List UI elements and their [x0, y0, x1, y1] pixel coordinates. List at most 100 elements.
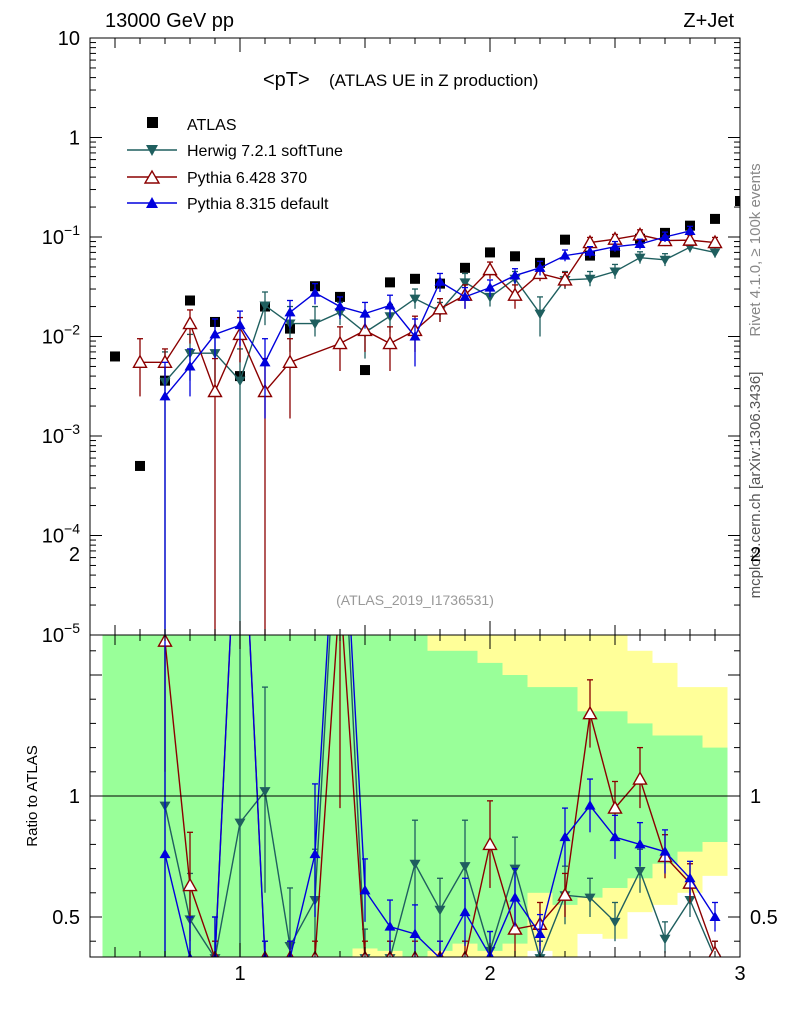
top-point-s3-19: [634, 238, 646, 249]
ratio-point-r0-11: [434, 905, 446, 916]
top-point-s2-7: [332, 335, 348, 350]
top-y-tick-label-5: 10−4: [42, 521, 80, 548]
top-point-s3-2: [209, 328, 221, 339]
ratio-point-r0-3: [234, 818, 246, 829]
ratio-point-r2-6: [309, 848, 321, 859]
ratio-point-r2-17: [584, 800, 596, 810]
top-point-s1-18: [609, 267, 621, 278]
ratio-point-r2-7: [335, 428, 346, 438]
ratio-y-tick-label-right-2: 2: [750, 544, 761, 566]
top-point-s0-25: [735, 196, 740, 207]
chart-title-sub: (ATLAS UE in Z production): [329, 71, 538, 90]
ratio-y-tick-label-left-0: 0.5: [52, 907, 80, 929]
top-point-s2-14: [507, 287, 523, 301]
top-point-s1-13: [484, 292, 496, 303]
top-point-s3-18: [609, 241, 621, 251]
ratio-point-r1-18: [582, 705, 598, 720]
ratio-point-r1-19: [607, 800, 623, 814]
top-point-s0-0: [110, 351, 120, 362]
top-point-s2-22: [707, 234, 723, 249]
ratio-point-r2-12: [459, 906, 471, 917]
ratio-point-r0-18: [609, 917, 621, 928]
top-point-s0-10: [360, 365, 370, 376]
x-tick-label-0: 1: [234, 963, 245, 985]
top-point-s1-17: [584, 274, 596, 285]
ratio-y-axis-label: Ratio to ATLAS: [24, 745, 41, 846]
top-line-s3: [164, 230, 691, 397]
ratio-point-r0-17: [584, 893, 596, 904]
ratio-point-r2-16: [559, 831, 571, 842]
top-point-s3-10: [409, 331, 421, 341]
axes: 10 1 10−1 10−2 10−3 10−4 10−5 1 2 3 0.5 0.5 1 1 2 2: [42, 28, 778, 985]
top-y-tick-label-1: 1: [69, 128, 80, 150]
side-mcplots-label: mcplots.cern.ch [arXiv:1306.3436]: [747, 372, 764, 599]
top-point-s3-12: [459, 291, 471, 301]
x-tick-label-2: 3: [734, 963, 745, 985]
top-point-s1-6: [309, 319, 321, 330]
ratio-point-r2-20: [659, 846, 671, 856]
top-point-s2-3: [207, 383, 223, 398]
top-point-s3-17: [584, 246, 596, 256]
band-green-19: [677, 735, 703, 852]
top-y-tick-label-0: 10: [58, 28, 80, 50]
ratio-point-r0-19: [634, 867, 646, 877]
legend-marker-pythia6: [143, 169, 161, 184]
band-green-20: [702, 747, 728, 842]
top-point-s2-11: [432, 300, 448, 315]
top-point-s3-1: [184, 360, 196, 371]
top-point-s0-3: [185, 295, 195, 306]
top-point-s2-13: [482, 261, 498, 276]
ratio-point-r0-4: [259, 787, 271, 797]
legend-marker-atlas: [147, 117, 158, 128]
ratio-point-r0-12: [459, 862, 471, 872]
chart-title-main: <pT>: [263, 69, 310, 91]
top-point-s3-0: [159, 390, 171, 401]
ratio-point-r1-15: [507, 921, 523, 935]
top-point-s0-18: [560, 234, 570, 245]
top-point-s3-4: [259, 356, 271, 367]
band-green-13: [527, 687, 553, 893]
ratio-point-r1-2: [182, 877, 198, 892]
ratio-point-r2-18: [609, 831, 621, 842]
legend-marker-herwig: [146, 145, 158, 156]
ratio-line-r1: [163, 635, 716, 957]
legend-label-atlas: ATLAS: [187, 117, 237, 134]
top-line-s2: [140, 234, 716, 394]
top-point-s3-20: [659, 231, 671, 241]
top-point-s2-2: [182, 315, 198, 330]
ratio-point-r1-17: [557, 887, 573, 901]
top-point-s1-19: [634, 253, 646, 264]
legend-marker-pythia8: [146, 197, 158, 208]
top-point-s3-3: [234, 319, 246, 330]
top-y-tick-label-4: 10−3: [42, 421, 80, 448]
top-point-s3-15: [534, 262, 546, 272]
top-point-s3-16: [559, 250, 571, 260]
top-point-s0-15: [485, 247, 495, 258]
ratio-line-r2: [164, 635, 716, 957]
ratio-point-r0-20: [659, 934, 671, 945]
top-y-tick-label-3: 10−2: [42, 322, 80, 349]
ratio-point-r0-7: [335, 453, 346, 463]
top-point-s3-8: [359, 308, 371, 318]
header-right-label: Z+Jet: [683, 10, 734, 32]
ratio-point-r2-10: [409, 928, 421, 938]
top-point-s1-4: [259, 301, 271, 311]
top-point-s0-12: [410, 273, 420, 284]
top-point-s1-20: [659, 255, 671, 266]
legend-label-herwig: Herwig 7.2.1 softTune: [187, 143, 343, 160]
top-point-s2-8: [357, 322, 373, 337]
top-point-s3-21: [684, 225, 696, 235]
top-panel-data: [110, 196, 740, 635]
legend-label-pythia8: Pythia 8.315 default: [187, 196, 329, 213]
top-point-s3-13: [484, 282, 496, 292]
top-point-s1-15: [534, 309, 546, 320]
top-point-s0-1: [135, 460, 145, 471]
ratio-point-r2-9: [384, 921, 396, 931]
top-point-s3-7: [334, 301, 346, 311]
top-point-s3-11: [434, 276, 446, 286]
x-tick-label-1: 2: [484, 963, 495, 985]
legend: ATLAS Herwig 7.2.1 softTune Pythia 6.428…: [127, 117, 343, 213]
top-point-s3-14: [509, 270, 521, 280]
header-left-label: 13000 GeV pp: [105, 10, 234, 32]
